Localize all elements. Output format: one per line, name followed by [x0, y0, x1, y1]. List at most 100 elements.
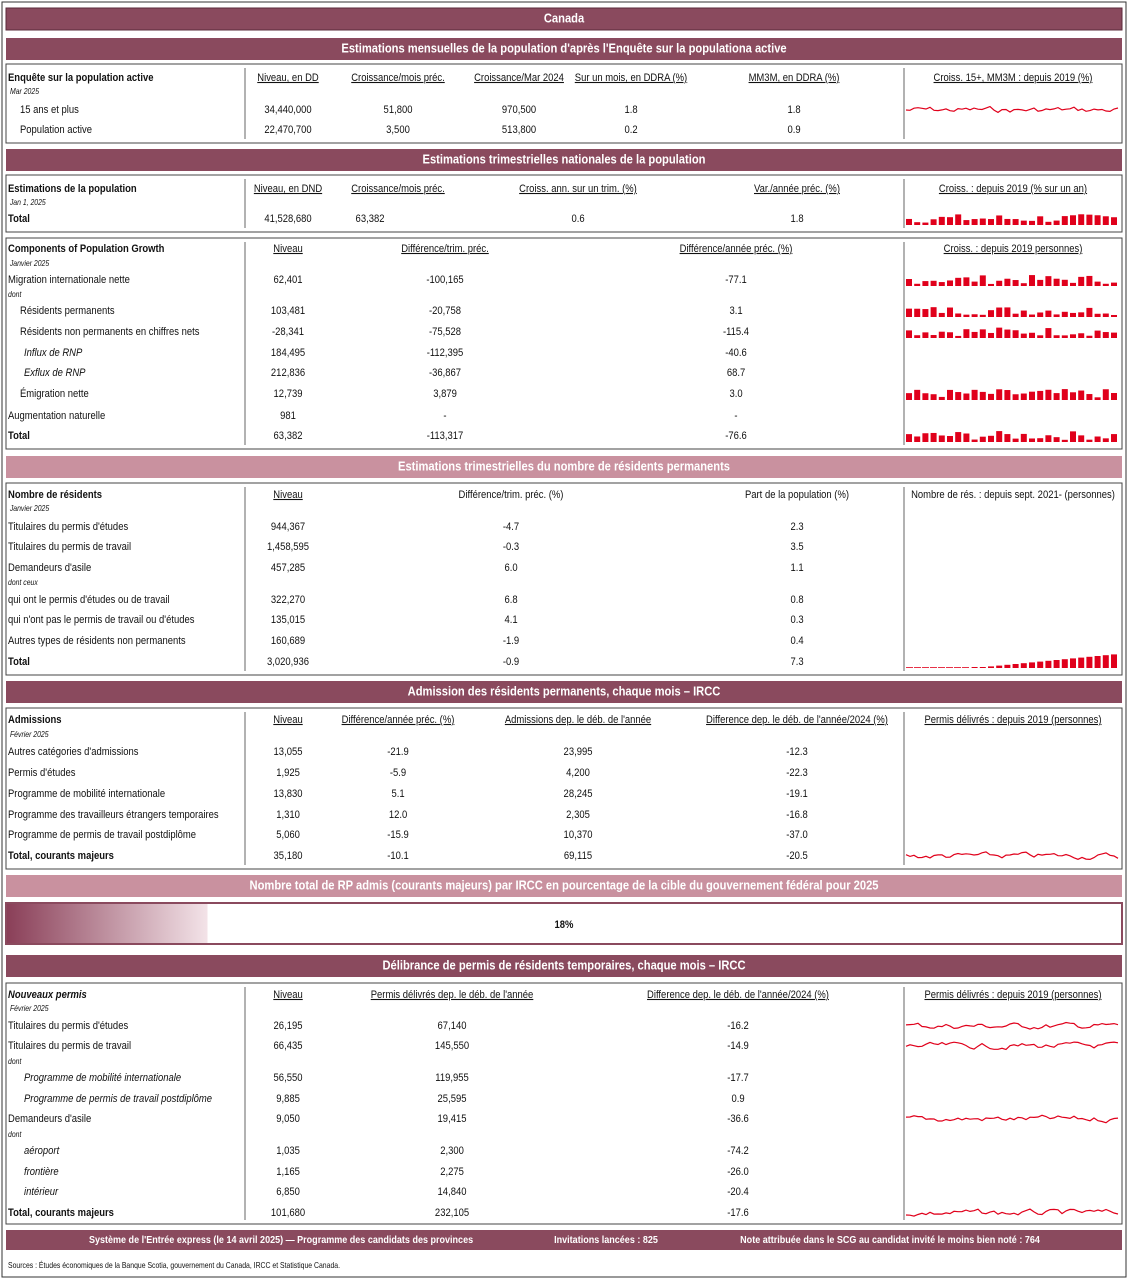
sparkline [914, 335, 921, 338]
sparkline [1012, 219, 1019, 225]
sparkline [1029, 275, 1035, 286]
cell: 13,055 [274, 746, 303, 758]
sparkline [1037, 216, 1044, 225]
date-note: Février 2025 [10, 730, 49, 740]
sparkline [963, 314, 970, 317]
sparkline [1053, 335, 1060, 338]
section-title: Estimations mensuelles de la population … [341, 41, 786, 56]
sparkline [938, 312, 945, 317]
cell: 0.2 [624, 124, 637, 136]
cell: 22,470,700 [264, 124, 312, 136]
cell: -77.1 [725, 274, 747, 286]
sparkline [979, 436, 986, 442]
row-label: Permis d'études [8, 767, 75, 779]
sparkline [1029, 220, 1035, 225]
cell: 1.1 [790, 562, 803, 574]
footer-bar [6, 1230, 1122, 1250]
sparkline [954, 667, 961, 668]
column-header: Différence/trim. préc. (%) [459, 489, 564, 501]
section-title: Estimations trimestrielles nationales de… [423, 152, 706, 167]
cell: 7.3 [790, 656, 803, 668]
cell: -22.3 [786, 767, 808, 779]
sparkline [1004, 664, 1011, 668]
sparkline [963, 433, 970, 442]
cell: 457,285 [271, 562, 305, 574]
sparkline [1102, 313, 1109, 317]
sparkline [955, 313, 962, 317]
cell: -115.4 [723, 326, 749, 338]
sparkline [971, 667, 978, 668]
section-header [6, 456, 1122, 478]
sparkline [1102, 438, 1109, 442]
cell: 69,115 [564, 850, 592, 862]
sparkline [1037, 312, 1044, 317]
page-title: Canada [544, 11, 585, 26]
sparkline [1004, 278, 1011, 286]
sparkline [914, 667, 921, 668]
sparkline [906, 330, 912, 338]
date-note: Février 2025 [10, 1004, 49, 1014]
sparkline [906, 667, 913, 668]
sparkline [988, 332, 994, 338]
sparkline [906, 393, 912, 400]
row-label: dont [8, 290, 22, 300]
cell: 1,458,595 [267, 541, 309, 553]
sparkline [1004, 218, 1011, 225]
sparkline [1037, 438, 1044, 442]
sparkline [988, 666, 994, 668]
cell: -10.1 [387, 850, 409, 862]
row-label: Programme des travailleurs étrangers tem… [8, 809, 219, 821]
column-header: Croiss. 15+, MM3M : depuis 2019 (%) [934, 72, 1093, 84]
sparkline [1045, 328, 1052, 338]
column-header: Niveau [273, 714, 303, 726]
column-header: Différence/année préc. (%) [342, 714, 455, 726]
cell: 4.1 [504, 614, 517, 626]
sparkline [1053, 314, 1060, 317]
cell: 3.5 [790, 541, 803, 553]
sparkline [1094, 281, 1101, 286]
sparkline [905, 851, 1119, 861]
cell: 103,481 [271, 305, 305, 317]
sparkline [1020, 310, 1027, 317]
sparkline [905, 1208, 1119, 1217]
cell: 10,370 [564, 829, 593, 841]
column-header: Croiss. ann. sur un trim. (%) [519, 183, 637, 195]
cell: -14.9 [727, 1040, 749, 1052]
sparkline [947, 389, 953, 400]
sparkline [988, 283, 994, 286]
sparkline [1094, 313, 1101, 317]
column-header: Admissions dep. le déb. de l'année [505, 714, 652, 726]
sparkline [1111, 434, 1117, 442]
cell: -36,867 [429, 367, 461, 379]
sparkline [1061, 439, 1068, 442]
sparkline [979, 314, 986, 317]
sparkline [955, 214, 962, 225]
cell: 63,382 [356, 213, 385, 225]
cell: -76.6 [725, 430, 747, 442]
sparkline [1061, 659, 1068, 668]
sparkline [1037, 335, 1044, 338]
sparkline [1012, 664, 1019, 668]
sparkline [1070, 215, 1076, 225]
sparkline [938, 667, 945, 668]
sparkline [914, 436, 921, 442]
sparkline [1086, 394, 1093, 400]
sparkline [1070, 392, 1076, 400]
sparkline [938, 396, 945, 400]
block-box [5, 482, 1123, 676]
cell: 944,367 [271, 521, 305, 533]
date-note: Janvier 2025 [9, 259, 50, 269]
cell: -0.3 [503, 541, 520, 553]
column-header: Différence/trim. préc. [401, 243, 489, 255]
sparkline [955, 335, 962, 338]
row-label: Titulaires du permis d'études [8, 521, 128, 533]
cell: -36.6 [727, 1113, 749, 1125]
sparkline [1004, 390, 1011, 400]
sparkline [1078, 276, 1085, 286]
section-header [6, 875, 1122, 897]
cell: 14,840 [438, 1186, 467, 1198]
cell: -19.1 [786, 788, 808, 800]
cell: 56,550 [274, 1072, 303, 1084]
